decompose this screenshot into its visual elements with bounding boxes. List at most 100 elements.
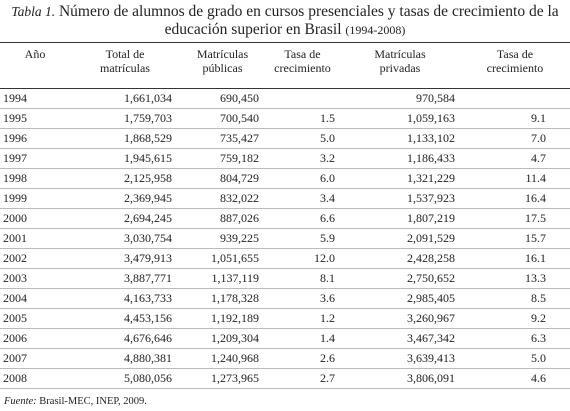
table-cell: 2,750,652 bbox=[340, 268, 460, 289]
table-cell: 1,178,328 bbox=[180, 288, 265, 309]
table-cell: 1,051,655 bbox=[180, 248, 265, 269]
table-row: 2005 4,453,156 1,192,189 1.2 3,260,967 9.2 bbox=[0, 308, 570, 329]
table-row: 2000 2,694,245 887,026 6.6 1,807,219 17.5 bbox=[0, 208, 570, 229]
table-cell: 3.4 bbox=[265, 188, 340, 209]
table-cell: 3.6 bbox=[265, 288, 340, 309]
table-cell: 1995 bbox=[0, 108, 70, 129]
table-cell: 1,209,304 bbox=[180, 328, 265, 349]
table-cell: 3,260,967 bbox=[340, 308, 460, 329]
table-cell: 759,182 bbox=[180, 148, 265, 169]
title: Tabla 1. Número de alumnos de grado en c… bbox=[0, 3, 570, 39]
table-row: 2004 4,163,733 1,178,328 3.6 2,985,405 8.5 bbox=[0, 288, 570, 309]
table-row: 2007 4,880,381 1,240,968 2.6 3,639,413 5.0 bbox=[0, 348, 570, 369]
table-cell: 1,661,034 bbox=[70, 88, 180, 109]
table-cell: 2,428,258 bbox=[340, 248, 460, 269]
table-cell: 2004 bbox=[0, 288, 70, 309]
column-header: Tasa de crecimiento bbox=[265, 42, 340, 89]
table-cell: 2000 bbox=[0, 208, 70, 229]
table-cell: 2006 bbox=[0, 328, 70, 349]
table-cell: 9.2 bbox=[460, 308, 570, 329]
table-row: 1994 1,661,034 690,450 970,584 bbox=[0, 88, 570, 109]
table-cell: 7.0 bbox=[460, 128, 570, 149]
table-cell: 939,225 bbox=[180, 228, 265, 249]
table-cell: 15.7 bbox=[460, 228, 570, 249]
table-cell: 6.6 bbox=[265, 208, 340, 229]
table-cell: 3,806,091 bbox=[340, 368, 460, 389]
table-cell: 1,945,615 bbox=[70, 148, 180, 169]
table-cell bbox=[265, 88, 340, 109]
table-cell: 1.5 bbox=[265, 108, 340, 129]
table-cell: 5.0 bbox=[460, 348, 570, 369]
column-header: Matrículas privadas bbox=[340, 42, 460, 89]
header-line: crecimiento bbox=[486, 61, 544, 75]
table-body: 1994 1,661,034 690,450 970,584 1995 1,759,703… bbox=[0, 88, 570, 389]
header-row: Año Total de matrículas Matrículas públicas T… bbox=[0, 42, 570, 89]
table-cell: 1,186,433 bbox=[340, 148, 460, 169]
table-cell: 12.0 bbox=[265, 248, 340, 269]
header-line: Año bbox=[24, 47, 46, 61]
table-row: 2001 3,030,754 939,225 5.9 2,091,529 15.7 bbox=[0, 228, 570, 249]
source: Fuente: Brasil-MEC, INEP, 2009. bbox=[4, 396, 147, 407]
table-cell: 1998 bbox=[0, 168, 70, 189]
data-table: Año Total de matrículas Matrículas públicas T… bbox=[0, 42, 570, 389]
table-cell: 2.7 bbox=[265, 368, 340, 389]
table-row: 1996 1,868,529 735,427 5.0 1,133,102 7.0 bbox=[0, 128, 570, 149]
table-cell: 804,729 bbox=[180, 168, 265, 189]
table-cell: 9.1 bbox=[460, 108, 570, 129]
table-cell: 2007 bbox=[0, 348, 70, 369]
table-row: 2003 3,887,771 1,137,119 8.1 2,750,652 13.3 bbox=[0, 268, 570, 289]
header-line: Total de bbox=[105, 47, 145, 61]
table-cell: 4,163,733 bbox=[70, 288, 180, 309]
table-cell: 2008 bbox=[0, 368, 70, 389]
table-cell: 1996 bbox=[0, 128, 70, 149]
table-row: 1999 2,369,945 832,022 3.4 1,537,923 16.4 bbox=[0, 188, 570, 209]
table-cell: 1,807,219 bbox=[340, 208, 460, 229]
column-header: Matrículas públicas bbox=[180, 42, 265, 89]
header-line: crecimiento bbox=[274, 61, 331, 75]
table-cell: 16.1 bbox=[460, 248, 570, 269]
table-cell: 6.3 bbox=[460, 328, 570, 349]
table-cell: 6.0 bbox=[265, 168, 340, 189]
header-line: Tasa de bbox=[284, 47, 321, 61]
table-cell: 11.4 bbox=[460, 168, 570, 189]
column-header: Año bbox=[0, 42, 70, 89]
table-label: Tabla 1. bbox=[11, 4, 56, 19]
title-text: Número de alumnos de grado en cursos pre… bbox=[58, 3, 559, 38]
table-cell: 2.6 bbox=[265, 348, 340, 369]
table-cell: 2002 bbox=[0, 248, 70, 269]
table-cell: 16.4 bbox=[460, 188, 570, 209]
header-line: Matrículas bbox=[196, 47, 249, 61]
table-cell: 2,694,245 bbox=[70, 208, 180, 229]
table-cell: 2,369,945 bbox=[70, 188, 180, 209]
table-cell: 2,091,529 bbox=[340, 228, 460, 249]
table-cell: 17.5 bbox=[460, 208, 570, 229]
table-cell: 4,453,156 bbox=[70, 308, 180, 329]
header-line: públicas bbox=[202, 61, 243, 75]
table-cell: 2,985,405 bbox=[340, 288, 460, 309]
table-cell: 3.2 bbox=[265, 148, 340, 169]
source-text: Brasil-MEC, INEP, 2009. bbox=[39, 396, 147, 407]
table-cell: 1,273,965 bbox=[180, 368, 265, 389]
table-cell: 4,676,646 bbox=[70, 328, 180, 349]
table-cell: 4.6 bbox=[460, 368, 570, 389]
table-cell: 1,137,119 bbox=[180, 268, 265, 289]
column-header: Tasa de crecimiento bbox=[460, 42, 570, 89]
table-cell: 3,639,413 bbox=[340, 348, 460, 369]
table-cell: 5.9 bbox=[265, 228, 340, 249]
table-cell: 1,192,189 bbox=[180, 308, 265, 329]
table-cell: 1.2 bbox=[265, 308, 340, 329]
header-line: Tasa de bbox=[496, 47, 534, 61]
table-cell: 832,022 bbox=[180, 188, 265, 209]
table-cell: 4,880,381 bbox=[70, 348, 180, 369]
header-line: privadas bbox=[379, 61, 421, 75]
header-line: matrículas bbox=[100, 61, 150, 75]
table-cell: 700,540 bbox=[180, 108, 265, 129]
period: (1994-2008) bbox=[345, 23, 406, 37]
table-cell: 1,759,703 bbox=[70, 108, 180, 129]
table-cell: 2001 bbox=[0, 228, 70, 249]
table-row: 1995 1,759,703 700,540 1.5 1,059,163 9.1 bbox=[0, 108, 570, 129]
table-cell: 1,537,923 bbox=[340, 188, 460, 209]
table-cell: 2003 bbox=[0, 268, 70, 289]
table-cell: 8.5 bbox=[460, 288, 570, 309]
